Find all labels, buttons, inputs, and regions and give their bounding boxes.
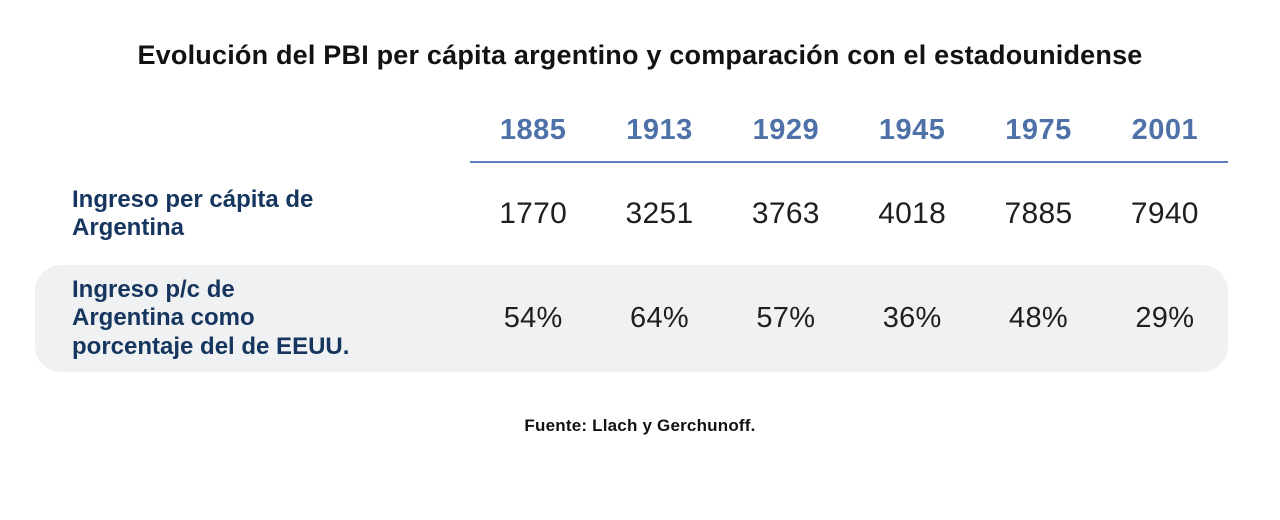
table-row-income: Ingreso per cápita de Argentina 1770 325… xyxy=(35,163,1228,265)
percentage-value-1975: 48% xyxy=(1009,302,1068,334)
percentage-value-1885: 54% xyxy=(503,302,563,334)
row-label-income-line-2: Argentina xyxy=(72,214,185,241)
income-value-1945: 4018 xyxy=(878,197,947,230)
infographic-page: Evolución del PBI per cápita argentino y… xyxy=(0,40,1280,520)
row-label-percentage: Ingreso p/c de Argentina como porcentaje… xyxy=(35,276,470,360)
row-label-percentage-line-1: Ingreso p/c de xyxy=(72,276,235,304)
percentage-value-1929: 57% xyxy=(756,302,816,334)
row-label-income-line-1: Ingreso per cápita de xyxy=(72,185,314,213)
income-value-1929: 3763 xyxy=(751,197,820,230)
income-value-1975: 7885 xyxy=(1004,197,1073,230)
percentage-value-1913: 64% xyxy=(630,302,689,334)
income-value-2001: 7940 xyxy=(1130,197,1199,230)
gdp-comparison-table: 1885 1913 1929 1945 1975 2001 Ingreso pe… xyxy=(35,105,1228,372)
year-header-1913: 1913 xyxy=(626,114,693,146)
row-label-income: Ingreso per cápita de Argentina xyxy=(35,186,470,242)
table-row-percentage: Ingreso p/c de Argentina como porcentaje… xyxy=(35,265,1228,372)
row-label-percentage-line-3: porcentaje del de EEUU. xyxy=(72,332,350,360)
percentage-value-2001: 29% xyxy=(1135,302,1195,334)
percentage-value-1945: 36% xyxy=(882,302,942,334)
source-citation: Fuente: Llach y Gerchunoff. xyxy=(524,416,756,435)
page-title: Evolución del PBI per cápita argentino y… xyxy=(137,40,1143,70)
year-header-2001: 2001 xyxy=(1131,114,1199,146)
year-header-1945: 1945 xyxy=(878,114,946,146)
year-header-row: 1885 1913 1929 1945 1975 2001 xyxy=(35,105,1228,149)
year-header-1975: 1975 xyxy=(1005,114,1072,146)
year-header-1929: 1929 xyxy=(752,114,820,146)
header-divider-line xyxy=(470,161,1228,163)
income-value-1913: 3251 xyxy=(625,197,694,230)
row-label-percentage-line-2: Argentina como xyxy=(72,304,255,332)
year-header-1885: 1885 xyxy=(499,114,567,146)
income-value-1885: 1770 xyxy=(499,197,568,230)
